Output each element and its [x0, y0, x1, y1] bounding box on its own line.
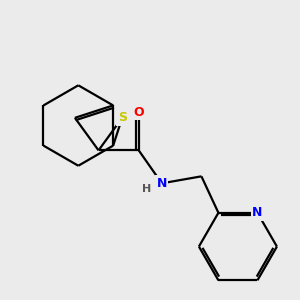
Text: O: O — [134, 106, 144, 119]
Text: H: H — [142, 184, 152, 194]
Text: N: N — [157, 177, 167, 190]
Text: S: S — [118, 111, 127, 124]
Text: N: N — [252, 206, 262, 219]
